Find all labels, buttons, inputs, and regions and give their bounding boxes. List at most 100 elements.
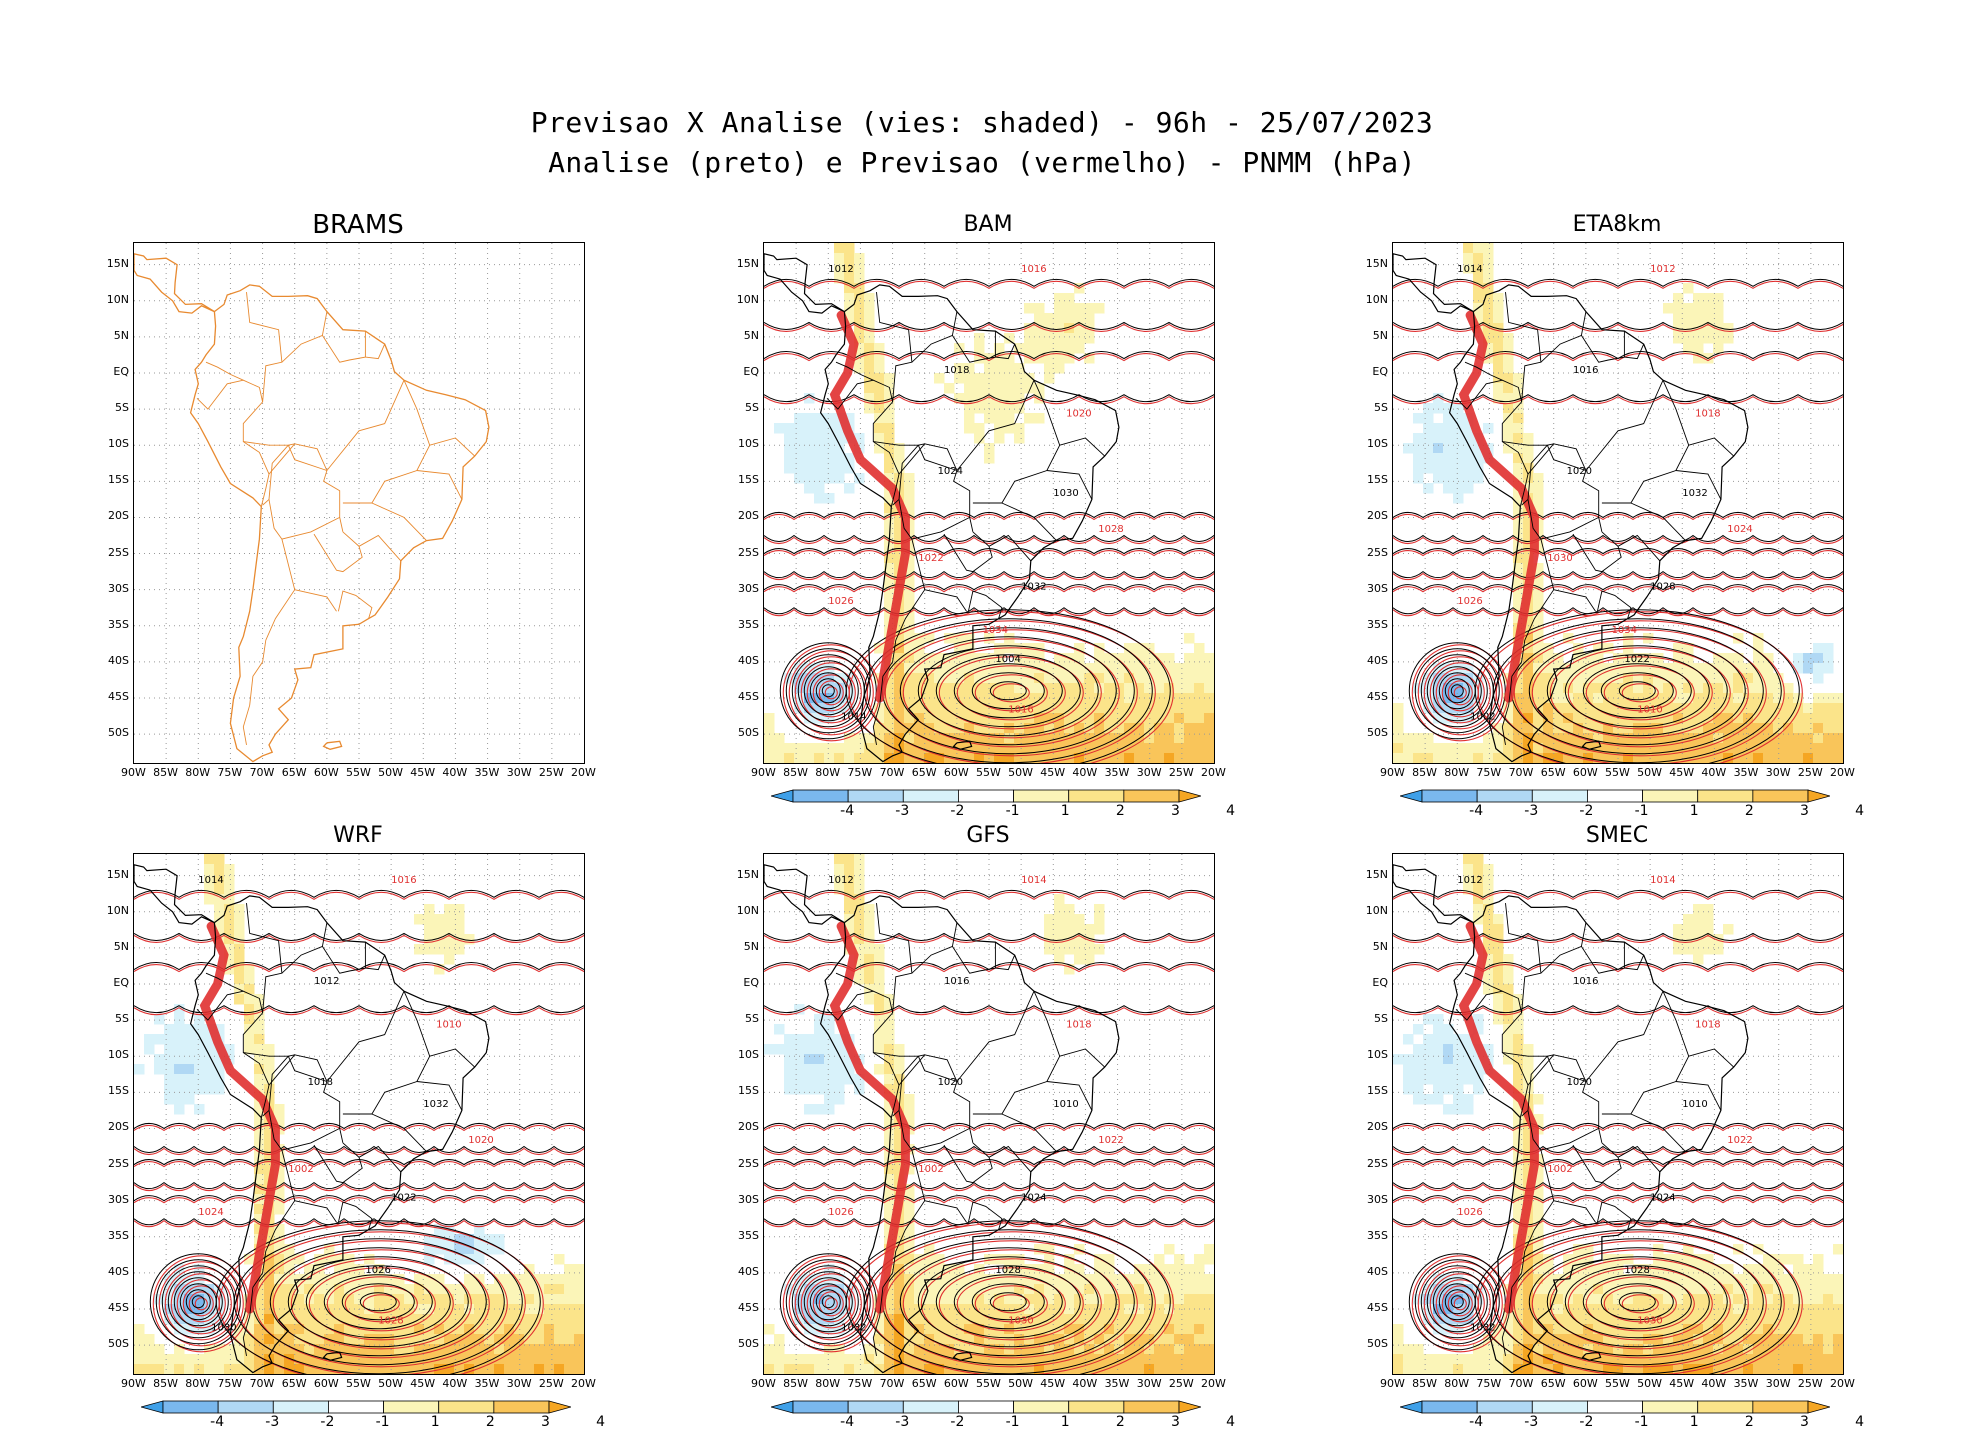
- legend-tick-label: 4: [1226, 803, 1236, 819]
- lon-tick-label: 50W: [1008, 1377, 1034, 1390]
- legend-swatch: [902, 1400, 959, 1414]
- legend-tick-label: 2: [1744, 1414, 1754, 1430]
- isobar-label: 1016: [1573, 365, 1598, 376]
- country-borders: [1455, 292, 1735, 745]
- isobar-label: 1010: [1053, 1099, 1078, 1110]
- bias-color-legend: -4 -3 -2 -1 1 2 3 4: [769, 788, 1235, 822]
- legend-swatch: [1013, 1400, 1070, 1414]
- lon-tick-label: 70W: [249, 1377, 275, 1390]
- panel-title-wrf: WRF: [333, 823, 383, 848]
- legend-swatch: [847, 789, 904, 803]
- lon-tick-label: 40W: [1701, 766, 1727, 779]
- isobar-label: 1004: [995, 654, 1020, 665]
- legend-swatch: [958, 789, 1014, 803]
- legend-swatch: [1697, 789, 1754, 803]
- legend-bar: [1398, 1400, 1832, 1414]
- lat-tick-label: 5N: [743, 328, 759, 342]
- isobar-label: 1028: [995, 1265, 1020, 1276]
- legend-arrow-left: [1398, 789, 1423, 803]
- lat-tick-label: 45S: [108, 690, 129, 703]
- panel-eta8km: ETA8km 1014 1012 1016 1018 1020 1024 1028 1026 10…: [1342, 202, 1882, 842]
- panel-title-eta8km: ETA8km: [1572, 212, 1662, 237]
- legend-swatch: [217, 1400, 274, 1414]
- legend-swatch: [493, 1400, 550, 1414]
- falkland-islands: [322, 1351, 343, 1361]
- isobar-label: 1030: [1053, 488, 1078, 499]
- legend-tick-label: -3: [1524, 1414, 1539, 1430]
- lat-tick-label: 20S: [1367, 1120, 1388, 1134]
- lon-tick-label: 65W: [281, 766, 307, 779]
- isobar-label: 1020: [938, 1077, 963, 1088]
- isobar-label: 1024: [938, 466, 963, 477]
- isobar-label: 1010: [436, 1019, 461, 1030]
- analysis-isobars: [1393, 889, 1843, 1374]
- legend-arrow-right: [548, 1400, 573, 1414]
- isobar-label: 1014: [1021, 875, 1046, 886]
- lon-tick-label: 25W: [1797, 766, 1823, 779]
- legend-tick-label: -3: [895, 803, 910, 819]
- map-svg-wrf: 1014 1016 1012 1010 1018 1020 1022 1024 1026 1028…: [134, 854, 584, 1374]
- lon-tick-label: 60W: [1572, 1377, 1598, 1390]
- lon-tick-label: 85W: [153, 1377, 179, 1390]
- figure-title-line1: Previsao X Analise (vies: shaded) - 96h …: [530, 106, 1434, 139]
- legend-swatch: [438, 1400, 495, 1414]
- legend-swatch: [1421, 1400, 1478, 1414]
- lat-tick-label: 15S: [1367, 1084, 1388, 1098]
- lon-tick-label: 45W: [1669, 766, 1695, 779]
- isobar-label: 1012: [828, 875, 853, 886]
- lon-tick-label: 85W: [783, 1377, 809, 1390]
- isobar-label: 1032: [841, 1323, 866, 1334]
- figure-title-line2: Analise (preto) e Previsao (vermelho) - …: [548, 146, 1416, 179]
- legend-swatch: [1421, 789, 1478, 803]
- lat-tick-label: 40S: [738, 653, 759, 667]
- coastline: [134, 864, 490, 1374]
- map-frame-smec: 1012 1014 1016 1018 1020 1022 1024 1026 1028 1030…: [1392, 853, 1844, 1375]
- lon-tick-label: 25W: [1168, 1377, 1194, 1390]
- lat-tick-label: 20S: [108, 509, 129, 523]
- lat-tick-label: 45S: [108, 1301, 129, 1314]
- analysis-isobars: [764, 278, 1214, 763]
- coastline: [764, 864, 1120, 1374]
- lon-tick-label: 60W: [943, 1377, 969, 1390]
- legend-tick-label: -2: [950, 1414, 965, 1430]
- isobar-label: 1002: [288, 1164, 313, 1175]
- lat-tick-label: EQ: [1372, 365, 1388, 378]
- lon-tick-label: 25W: [538, 766, 564, 779]
- legend-swatch: [847, 1400, 904, 1414]
- isobar-label: 1032: [423, 1099, 448, 1110]
- lat-tick-label: 10S: [738, 1048, 759, 1062]
- legend-bar: [139, 1400, 573, 1414]
- isobar-label: 1030: [1547, 553, 1572, 564]
- lat-tick-label: EQ: [743, 365, 759, 378]
- bias-color-legend: -4 -3 -2 -1 1 2 3 4: [1398, 1399, 1864, 1433]
- lon-tick-label: 35W: [1104, 766, 1130, 779]
- lon-tick-label: 50W: [1008, 766, 1034, 779]
- legend-arrow-right: [1807, 1400, 1832, 1414]
- south-america-outline: [819, 284, 1120, 763]
- lon-tick-label: 60W: [943, 766, 969, 779]
- lon-tick-label: 80W: [185, 1377, 211, 1390]
- lat-tick-label: 15N: [1365, 256, 1388, 270]
- map-frame-bam: 1012 1016 1018 1020 1024 1028 1032 1026 1004 1016…: [763, 242, 1215, 764]
- map-frame-gfs: 1012 1014 1016 1018 1020 1022 1024 1026 1028 1030…: [763, 853, 1215, 1375]
- isobar-label: 1016: [1021, 264, 1046, 275]
- central-america-outline: [1393, 864, 1474, 925]
- lon-tick-label: 55W: [346, 1377, 371, 1390]
- isobar-label: 1026: [828, 1207, 853, 1218]
- legend-tick-label: -4: [1469, 803, 1484, 819]
- isobar-label: 1012: [1457, 875, 1482, 886]
- isobar-label: 1016: [1008, 704, 1033, 715]
- lat-tick-label: 15N: [736, 256, 759, 270]
- isobar-label: 1024: [1021, 1193, 1046, 1204]
- lat-tick-label: 10S: [108, 1048, 129, 1062]
- central-america-outline: [764, 253, 845, 314]
- falkland-islands: [322, 740, 343, 750]
- central-america-outline: [764, 864, 845, 925]
- lat-tick-label: 40S: [108, 653, 129, 667]
- lon-tick-label: 85W: [153, 766, 179, 779]
- legend-swatch: [792, 1400, 849, 1414]
- lon-tick-label: 45W: [1669, 1377, 1695, 1390]
- lon-tick-label: 65W: [281, 1377, 307, 1390]
- lon-tick-label: 55W: [1605, 766, 1630, 779]
- isobar-label: 1010: [1682, 1099, 1707, 1110]
